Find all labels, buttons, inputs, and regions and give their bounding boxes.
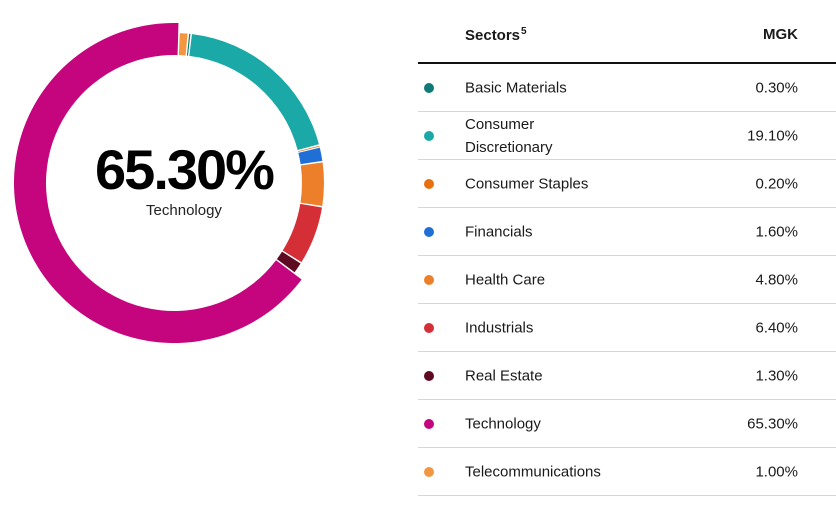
donut-slice-telecommunications[interactable]: [178, 33, 188, 56]
legend-dot: [424, 467, 434, 477]
highlighted-sector-value: 65.30%: [95, 138, 275, 201]
table-row: Basic Materials 0.30%: [418, 64, 836, 112]
sectors-column-header: Sectors5: [465, 26, 527, 44]
table-header: Sectors5 MGK: [418, 16, 836, 64]
sector-name: Telecommunications: [465, 463, 601, 480]
legend-dot: [424, 371, 434, 381]
sector-value: 65.30%: [747, 415, 798, 432]
legend-dot: [424, 179, 434, 189]
donut-slice-financials[interactable]: [298, 147, 323, 165]
donut-slice-health-care[interactable]: [300, 162, 325, 206]
sector-value: 6.40%: [755, 319, 798, 336]
sector-value: 1.30%: [755, 367, 798, 384]
sector-name: Consumer Discretionary: [465, 115, 553, 156]
table-row: Telecommunications 1.00%: [418, 448, 836, 496]
sector-name: Financials: [465, 223, 533, 240]
table-row: Consumer Discretionary 19.10%: [418, 112, 836, 160]
table-row: Industrials 6.40%: [418, 304, 836, 352]
sector-name: Consumer Staples: [465, 175, 589, 192]
sector-value: 19.10%: [747, 127, 798, 144]
legend-dot: [424, 227, 434, 237]
table-row: Financials 1.60%: [418, 208, 836, 256]
sectors-header-text: Sectors: [465, 27, 521, 44]
sector-value: 4.80%: [755, 271, 798, 288]
legend-dot: [424, 275, 434, 285]
sector-donut-chart: 65.30% Technology: [0, 0, 350, 380]
legend-dot: [424, 83, 434, 93]
donut-slice-basic-materials[interactable]: [186, 33, 191, 56]
table-body: Basic Materials 0.30% Consumer Discretiona…: [418, 64, 836, 496]
donut-svg: [14, 23, 325, 344]
donut-slice-consumer-discretionary[interactable]: [189, 34, 319, 150]
legend-dot: [424, 419, 434, 429]
sector-value: 1.00%: [755, 463, 798, 480]
donut-slice-real-estate[interactable]: [276, 251, 301, 273]
sector-value: 0.30%: [755, 79, 798, 96]
sector-value: 0.20%: [755, 175, 798, 192]
sector-name: Real Estate: [465, 367, 543, 384]
sector-name: Basic Materials: [465, 79, 567, 96]
sector-value: 1.60%: [755, 223, 798, 240]
donut-slice-consumer-staples[interactable]: [298, 145, 320, 152]
table-row: Real Estate 1.30%: [418, 352, 836, 400]
donut-slice-industrials[interactable]: [282, 203, 322, 263]
legend-dot: [424, 323, 434, 333]
legend-dot: [424, 131, 434, 141]
sector-table: Sectors5 MGK Basic Materials 0.30% Consume…: [418, 16, 836, 496]
table-row: Technology 65.30%: [418, 400, 836, 448]
table-row: Health Care 4.80%: [418, 256, 836, 304]
footnote-marker[interactable]: 5: [521, 26, 527, 37]
sector-name: Technology: [465, 415, 541, 432]
table-row: Consumer Staples 0.20%: [418, 160, 836, 208]
highlighted-sector-label: Technology: [146, 202, 222, 219]
fund-column-header: MGK: [763, 26, 798, 43]
sector-name: Health Care: [465, 271, 546, 288]
sector-name: Industrials: [465, 319, 534, 336]
